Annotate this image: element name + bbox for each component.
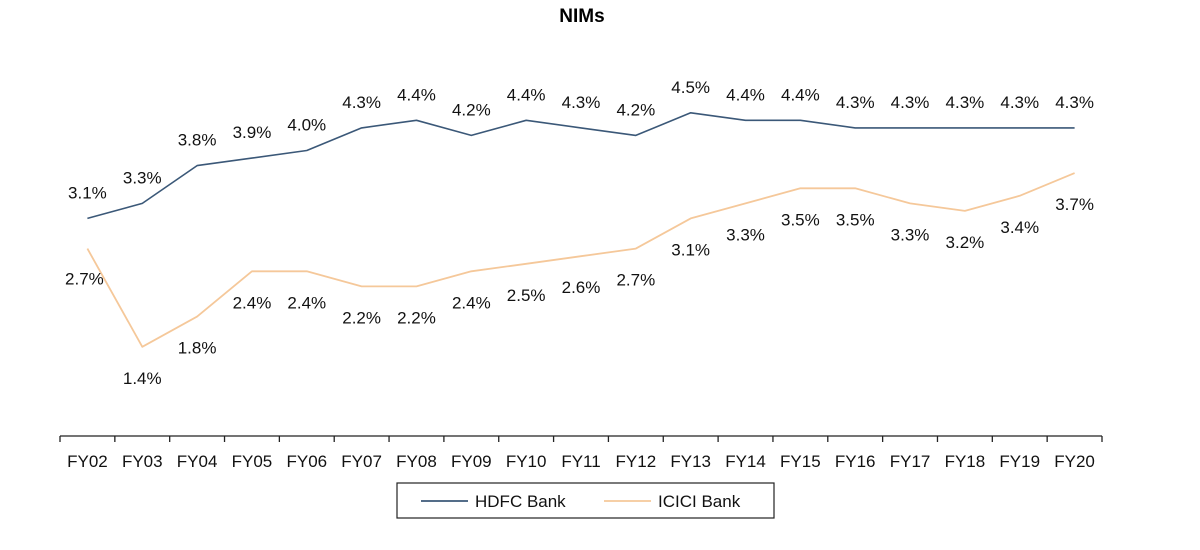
data-label-icici: 3.3% (726, 225, 765, 244)
data-label-hdfc: 4.3% (1055, 93, 1094, 112)
legend-entry-label: HDFC Bank (475, 492, 566, 511)
data-label-hdfc: 4.3% (342, 93, 381, 112)
x-tick-label: FY08 (396, 452, 437, 471)
data-label-hdfc: 4.3% (562, 93, 601, 112)
data-label-hdfc: 4.3% (836, 93, 875, 112)
x-tick-label: FY12 (616, 452, 657, 471)
series-line-hdfc-bank (87, 112, 1075, 220)
data-label-icici: 2.7% (616, 271, 655, 290)
data-label-icici: 2.6% (562, 278, 601, 297)
data-label-icici: 3.5% (836, 210, 875, 229)
chart-title: NIMs (559, 6, 604, 27)
x-tick-label: FY14 (725, 452, 766, 471)
x-tick-label: FY18 (945, 452, 986, 471)
data-label-hdfc: 3.8% (178, 131, 217, 150)
x-tick-label: FY03 (122, 452, 163, 471)
x-tick-label: FY06 (286, 452, 327, 471)
data-label-icici: 2.2% (397, 308, 436, 327)
data-label-icici: 3.1% (671, 240, 710, 259)
data-label-icici: 2.4% (287, 293, 326, 312)
x-tick-label: FY09 (451, 452, 492, 471)
x-tick-label: FY17 (890, 452, 931, 471)
series-line-icici-bank (86, 172, 1075, 348)
data-label-icici: 2.4% (452, 293, 491, 312)
x-tick-label: FY07 (341, 452, 382, 471)
x-tick-label: FY13 (670, 452, 711, 471)
data-label-hdfc: 4.3% (1000, 93, 1039, 112)
data-label-icici: 2.2% (342, 308, 381, 327)
data-label-icici: 3.5% (781, 210, 820, 229)
data-label-hdfc: 4.2% (616, 100, 655, 119)
data-label-hdfc: 3.3% (123, 168, 162, 187)
x-tick-label: FY02 (67, 452, 108, 471)
x-tick-label: FY19 (999, 452, 1040, 471)
data-label-hdfc: 4.4% (397, 85, 436, 104)
legend: HDFC Bank ICICI Bank (396, 482, 775, 519)
data-label-icici: 3.3% (891, 225, 930, 244)
data-label-hdfc: 4.4% (726, 85, 765, 104)
data-label-hdfc: 4.2% (452, 100, 491, 119)
x-tick-label: FY04 (177, 452, 218, 471)
x-tick-label: FY10 (506, 452, 547, 471)
data-label-hdfc: 4.0% (287, 116, 326, 135)
legend-entry-label: ICICI Bank (658, 492, 741, 511)
data-label-icici: 2.4% (233, 293, 272, 312)
data-label-hdfc: 4.5% (671, 78, 710, 97)
x-tick-label: FY20 (1054, 452, 1095, 471)
data-label-hdfc: 4.4% (507, 85, 546, 104)
x-tick-label: FY11 (561, 452, 600, 471)
x-tick-label: FY05 (232, 452, 273, 471)
x-tick-label: FY15 (780, 452, 821, 471)
data-label-icici: 2.5% (507, 286, 546, 305)
data-label-icici: 3.2% (946, 233, 985, 252)
data-label-icici: 3.7% (1055, 195, 1094, 214)
data-label-icici: 3.4% (1000, 218, 1039, 237)
data-label-hdfc: 3.1% (68, 183, 107, 202)
data-label-hdfc: 4.3% (946, 93, 985, 112)
data-label-hdfc: 4.3% (891, 93, 930, 112)
data-label-hdfc: 3.9% (233, 123, 272, 142)
data-label-icici: 1.4% (123, 369, 162, 388)
data-label-icici: 1.8% (178, 339, 217, 358)
x-tick-label: FY16 (835, 452, 876, 471)
data-label-icici: 2.7% (65, 270, 104, 289)
data-label-hdfc: 4.4% (781, 85, 820, 104)
